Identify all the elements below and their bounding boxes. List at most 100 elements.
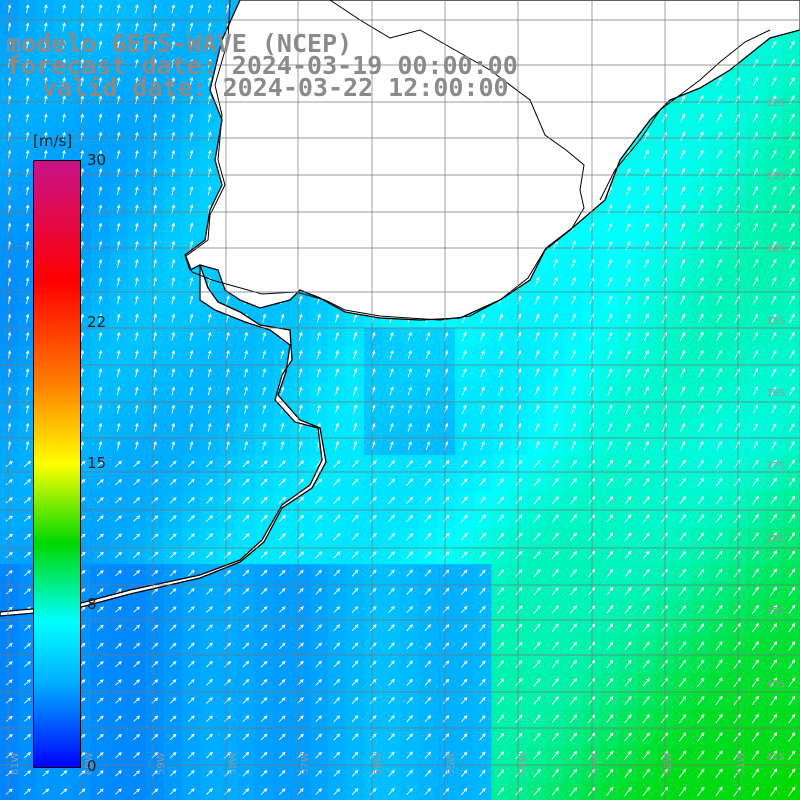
wind-arrow [479, 496, 486, 505]
wind-arrow [716, 349, 722, 360]
wind-arrow [278, 751, 286, 759]
wind-arrow [206, 642, 213, 650]
lon-label: 56W [373, 752, 384, 775]
wind-arrow [497, 732, 505, 742]
wind-arrow [770, 677, 778, 688]
wind-arrow [752, 277, 759, 287]
wind-arrow [80, 349, 85, 360]
wind-arrow [153, 186, 157, 196]
wind-arrow [462, 368, 467, 378]
wind-arrow [116, 40, 121, 50]
wind-arrow [571, 331, 576, 341]
wind-arrow [734, 441, 740, 451]
wind-arrow [788, 477, 796, 487]
wind-arrow [262, 422, 267, 432]
wind-arrow [189, 131, 194, 141]
wind-arrow [607, 422, 613, 433]
wind-arrow [80, 4, 85, 14]
wind-arrow [153, 422, 157, 432]
wind-arrow [5, 551, 13, 559]
wind-arrow [153, 368, 157, 378]
wind-arrow [515, 769, 523, 778]
wind-arrow [533, 459, 541, 468]
wind-arrow [716, 113, 722, 123]
wind-arrow [115, 642, 122, 650]
wind-arrow [442, 514, 450, 523]
wind-arrow [25, 313, 30, 323]
wind-arrow [333, 587, 341, 595]
wind-arrow [207, 313, 212, 323]
wind-arrow [169, 478, 177, 486]
wind-arrow [315, 569, 322, 577]
wind-arrow [788, 586, 796, 596]
wind-arrow [752, 186, 759, 196]
wind-arrow [369, 787, 377, 796]
wind-arrow [552, 440, 558, 451]
wind-arrow [5, 515, 13, 522]
wind-arrow [716, 422, 722, 433]
wind-arrow [533, 605, 541, 614]
wind-arrow [679, 313, 686, 323]
wind-arrow [442, 496, 450, 505]
wind-arrow [751, 713, 759, 724]
wind-arrow [624, 786, 632, 797]
wind-arrow [588, 568, 596, 578]
wind-arrow [5, 715, 13, 722]
wind-arrow [62, 76, 66, 87]
wind-arrow [25, 40, 30, 50]
wind-arrow [660, 641, 668, 651]
wind-arrow [715, 659, 723, 669]
wind-arrow [369, 460, 377, 468]
wind-arrow [752, 131, 758, 141]
wind-arrow [25, 113, 30, 123]
wind-arrow [369, 569, 377, 577]
wind-arrow [515, 732, 523, 742]
wind-arrow [569, 696, 577, 705]
wind-arrow [551, 532, 559, 541]
wind-arrow [224, 770, 232, 777]
wind-arrow [752, 349, 759, 360]
wind-arrow [189, 349, 194, 360]
wind-arrow [242, 788, 250, 795]
wind-arrow [44, 22, 48, 32]
wind-arrow [698, 440, 704, 451]
wind-arrow [133, 661, 141, 668]
wind-arrow [569, 641, 577, 651]
wind-arrow [643, 404, 649, 414]
wind-arrow [80, 440, 85, 451]
wind-arrow [480, 386, 485, 396]
wind-arrow [25, 186, 30, 196]
wind-arrow [133, 478, 141, 486]
wind-arrow [424, 514, 432, 523]
wind-arrow [534, 313, 540, 323]
wind-arrow [189, 22, 194, 32]
wind-arrow [189, 95, 194, 105]
wind-arrow [260, 788, 268, 795]
wind-arrow [114, 533, 123, 540]
wind-arrow [406, 605, 413, 614]
wind-arrow [333, 769, 341, 777]
wind-arrow [133, 533, 141, 540]
wind-arrow [7, 313, 12, 323]
wind-arrow [351, 587, 359, 595]
wind-arrow [187, 569, 195, 577]
wind-arrow [24, 661, 32, 668]
wind-arrow [62, 22, 66, 32]
wind-arrow [80, 22, 85, 32]
wind-arrow [135, 368, 139, 378]
wind-arrow [406, 624, 413, 632]
wind-arrow [680, 440, 686, 451]
wind-arrow [5, 570, 13, 577]
wind-arrow [44, 76, 48, 87]
wind-arrow [697, 659, 705, 669]
wind-arrow [315, 715, 322, 723]
wind-arrow [171, 149, 176, 159]
wind-arrow [497, 659, 505, 669]
wind-arrow [388, 715, 395, 723]
lon-label: 59W [156, 752, 167, 775]
wind-arrow [80, 386, 85, 396]
wind-arrow [533, 750, 541, 760]
wind-arrow [625, 422, 631, 433]
wind-arrow [643, 386, 649, 396]
wind-arrow [135, 349, 139, 360]
